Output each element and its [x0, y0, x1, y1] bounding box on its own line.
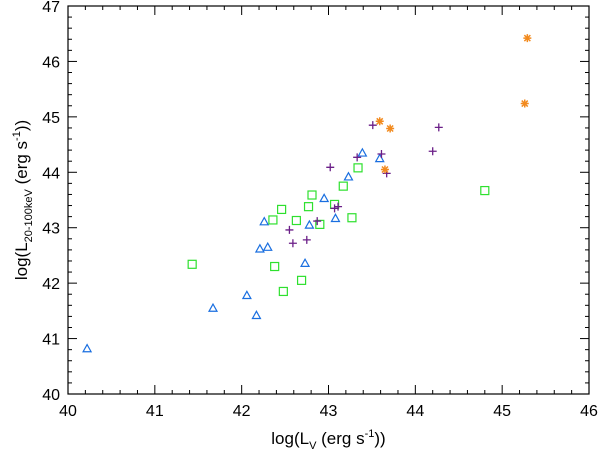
data-point-square	[480, 185, 490, 196]
y-tick-label: 44	[42, 165, 60, 182]
axis-tick-labels: 40 41 42 43 44 45 46 40 41 42 43 44 45 46 47	[42, 0, 598, 420]
axis-ticks	[67, 5, 590, 395]
data-point-plus	[434, 123, 443, 132]
data-point-triangle	[300, 257, 311, 267]
data-point-plus	[330, 204, 339, 213]
y-tick-label: 47	[42, 0, 60, 16]
data-point-square	[303, 202, 314, 212]
y-tick-label: 43	[42, 221, 60, 238]
data-point-plus	[313, 217, 322, 226]
data-point-triangle	[330, 213, 341, 223]
y-tick-label: 42	[42, 276, 60, 293]
y-axis-title: log(L20-100keV (erg s-1))	[11, 120, 35, 280]
data-point-triangle	[82, 343, 93, 353]
data-point-triangle	[374, 153, 385, 163]
x-tick-label: 44	[406, 403, 424, 420]
data-point-square	[268, 215, 278, 225]
data-point-triangle	[241, 290, 252, 300]
data-point-triangle	[207, 302, 219, 312]
data-point-triangle	[319, 193, 330, 203]
x-tick-label: 42	[233, 403, 251, 420]
y-tick-label: 40	[42, 387, 60, 404]
x-axis-title: log(LV (erg s-1))	[271, 428, 385, 452]
data-point-plus	[428, 147, 437, 156]
data-point-triangle	[343, 171, 354, 181]
data-point-plus	[326, 163, 335, 172]
data-point-triangle	[259, 216, 270, 226]
data-point-square	[338, 181, 348, 191]
data-point-asterisk	[520, 99, 529, 108]
data-point-asterisk	[386, 124, 395, 133]
x-tick-label: 40	[59, 403, 77, 420]
plot-frame	[67, 5, 590, 395]
data-point-triangle	[254, 243, 265, 253]
data-point-square	[187, 259, 197, 269]
data-point-plus	[353, 153, 362, 162]
x-tick-label: 41	[146, 403, 164, 420]
y-tick-label: 41	[42, 332, 60, 349]
data-point-plus	[288, 239, 297, 248]
data-point-plus	[285, 225, 294, 234]
data-point-plus	[368, 121, 377, 130]
data-point-plus	[302, 235, 311, 244]
y-tick-label: 45	[42, 110, 60, 127]
data-point-square	[291, 215, 301, 226]
data-point-triangle	[251, 310, 262, 320]
x-tick-label: 46	[580, 403, 598, 420]
data-point-square	[307, 190, 317, 200]
data-point-asterisk	[380, 165, 389, 174]
data-point-square	[347, 213, 357, 223]
data-point-plus	[334, 202, 343, 211]
data-point-asterisk	[523, 34, 532, 43]
data-point-triangle	[262, 241, 273, 251]
y-tick-label: 46	[42, 54, 60, 71]
data-point-square	[278, 286, 288, 297]
data-point-square	[315, 219, 325, 229]
data-point-plus	[377, 149, 386, 158]
data-point-triangle	[357, 147, 368, 157]
x-tick-label: 43	[320, 403, 338, 420]
data-point-square	[296, 275, 307, 285]
data-points	[82, 34, 532, 353]
data-point-asterisk	[375, 117, 384, 126]
data-point-square	[277, 204, 287, 215]
data-point-square	[353, 163, 363, 173]
data-point-triangle	[304, 219, 315, 229]
data-point-square	[270, 261, 280, 272]
plot-area-border	[67, 5, 590, 395]
x-tick-label: 45	[493, 403, 511, 420]
